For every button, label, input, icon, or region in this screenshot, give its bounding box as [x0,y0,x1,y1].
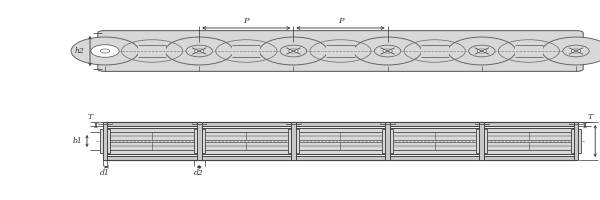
Bar [100,129,110,153]
Bar [288,129,299,153]
Bar [515,45,543,57]
Bar [392,142,477,150]
Bar [232,45,260,57]
Ellipse shape [448,37,516,65]
Bar [103,122,107,160]
Bar [291,122,296,160]
Ellipse shape [477,49,487,53]
Bar [385,122,390,160]
Bar [571,129,581,153]
Bar [421,45,449,57]
Ellipse shape [542,37,600,65]
Ellipse shape [71,37,139,65]
Text: d2: d2 [194,169,204,177]
Ellipse shape [165,37,233,65]
Bar [197,122,202,160]
Bar [326,45,355,57]
Ellipse shape [280,45,307,57]
Text: P: P [244,17,249,25]
Bar [298,132,383,140]
FancyBboxPatch shape [98,31,583,71]
Ellipse shape [91,45,119,57]
Ellipse shape [259,37,328,65]
Bar [479,122,484,160]
Ellipse shape [353,37,422,65]
Bar [574,122,578,160]
Text: T: T [588,113,593,121]
Text: T: T [88,113,93,121]
Ellipse shape [186,45,212,57]
Ellipse shape [563,45,589,57]
Ellipse shape [383,49,392,53]
Text: P: P [338,17,343,25]
Text: d1: d1 [100,169,110,177]
Bar [487,142,571,150]
Ellipse shape [469,45,495,57]
Ellipse shape [374,45,401,57]
Bar [204,142,289,150]
Bar [110,142,194,150]
Bar [382,129,393,153]
Text: h2: h2 [74,47,84,55]
Ellipse shape [194,49,204,53]
Ellipse shape [100,49,110,53]
Bar [476,129,487,153]
Bar [392,132,477,140]
Bar [110,132,194,140]
Ellipse shape [289,49,298,53]
Bar [204,132,289,140]
Bar [138,45,166,57]
Bar [194,129,205,153]
Text: b1: b1 [73,137,82,145]
Bar [487,132,571,140]
Ellipse shape [571,49,581,53]
Bar [298,142,383,150]
